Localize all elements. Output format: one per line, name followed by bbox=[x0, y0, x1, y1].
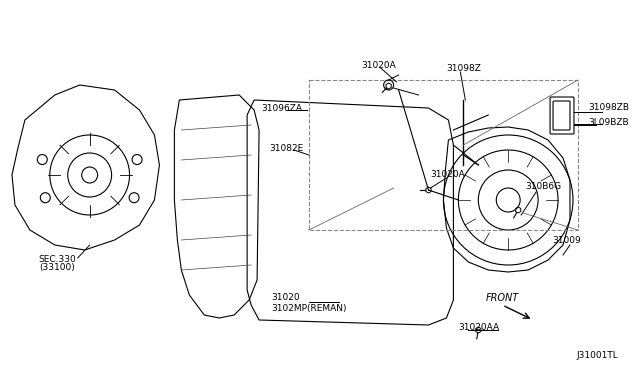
Text: 3102MP(REMAN): 3102MP(REMAN) bbox=[271, 304, 346, 312]
Text: 31020A: 31020A bbox=[431, 170, 465, 179]
Text: 31020: 31020 bbox=[271, 294, 300, 302]
Text: 31082E: 31082E bbox=[269, 144, 303, 153]
Text: 3L09BZB: 3L09BZB bbox=[588, 118, 628, 126]
Text: 31098ZB: 31098ZB bbox=[588, 103, 629, 112]
Text: FRONT: FRONT bbox=[486, 293, 519, 303]
Text: 31096ZA: 31096ZA bbox=[261, 103, 302, 112]
Text: 31098Z: 31098Z bbox=[447, 64, 481, 73]
Text: J31001TL: J31001TL bbox=[576, 351, 618, 360]
Text: 31020AA: 31020AA bbox=[458, 323, 499, 331]
Text: (33100): (33100) bbox=[39, 263, 75, 272]
Text: 310B6G: 310B6G bbox=[525, 182, 561, 190]
Text: 31020A: 31020A bbox=[362, 61, 396, 70]
Text: 31009: 31009 bbox=[552, 235, 581, 244]
Text: SEC.330: SEC.330 bbox=[38, 255, 76, 264]
